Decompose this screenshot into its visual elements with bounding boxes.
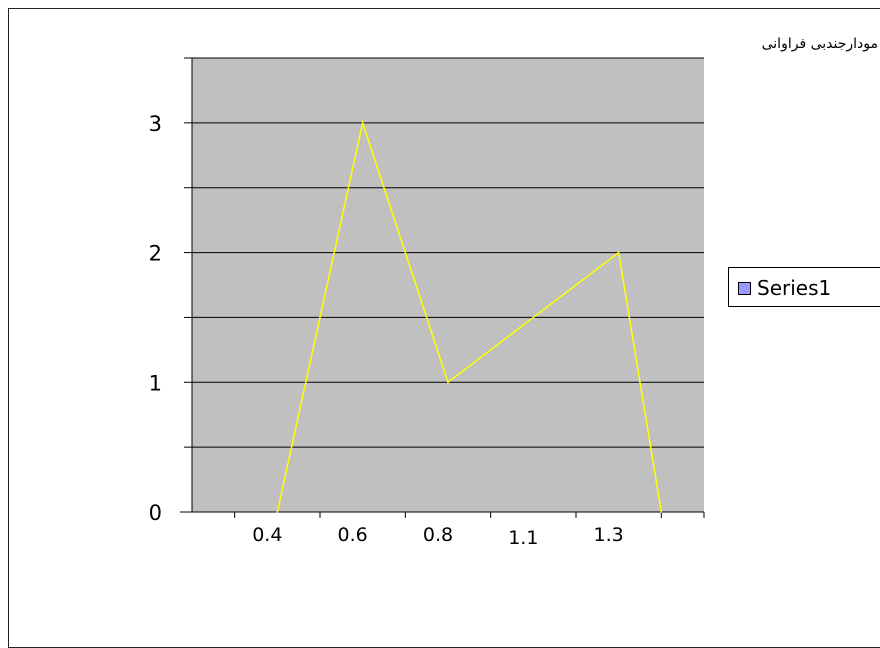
legend-label: Series1 [757, 276, 832, 300]
x-tick-label: 0.4 [252, 524, 282, 546]
y-tick-label: 2 [149, 242, 162, 266]
x-tick-label: 0.8 [423, 524, 453, 546]
data-point [660, 511, 663, 513]
legend: Series1 [728, 267, 880, 307]
chart-svg: 0 1 2 3 0.4 0.6 0.8 1.1 1.3 [149, 57, 705, 549]
data-point [276, 511, 279, 513]
axes [180, 58, 704, 513]
series-line [276, 120, 663, 513]
data-point [617, 251, 620, 254]
y-tick-label: 3 [149, 112, 162, 136]
legend-swatch [738, 282, 751, 295]
x-tick-label: 1.3 [594, 524, 624, 546]
x-tick-label: 1.1 [508, 527, 538, 549]
y-tick-label: 1 [149, 371, 162, 395]
series-layer [276, 120, 663, 513]
data-point [361, 122, 364, 124]
x-tick-label: 0.6 [338, 524, 368, 546]
x-ticks: 0.4 0.6 0.8 1.1 1.3 [234, 512, 705, 549]
plot-area [192, 58, 704, 512]
y-tick-label: 0 [149, 501, 162, 525]
y-ticks: 0 1 2 3 [149, 57, 192, 525]
chart-title: مودارجندبی فراوانی [761, 36, 878, 52]
data-point [447, 381, 449, 384]
data-point [532, 316, 535, 319]
